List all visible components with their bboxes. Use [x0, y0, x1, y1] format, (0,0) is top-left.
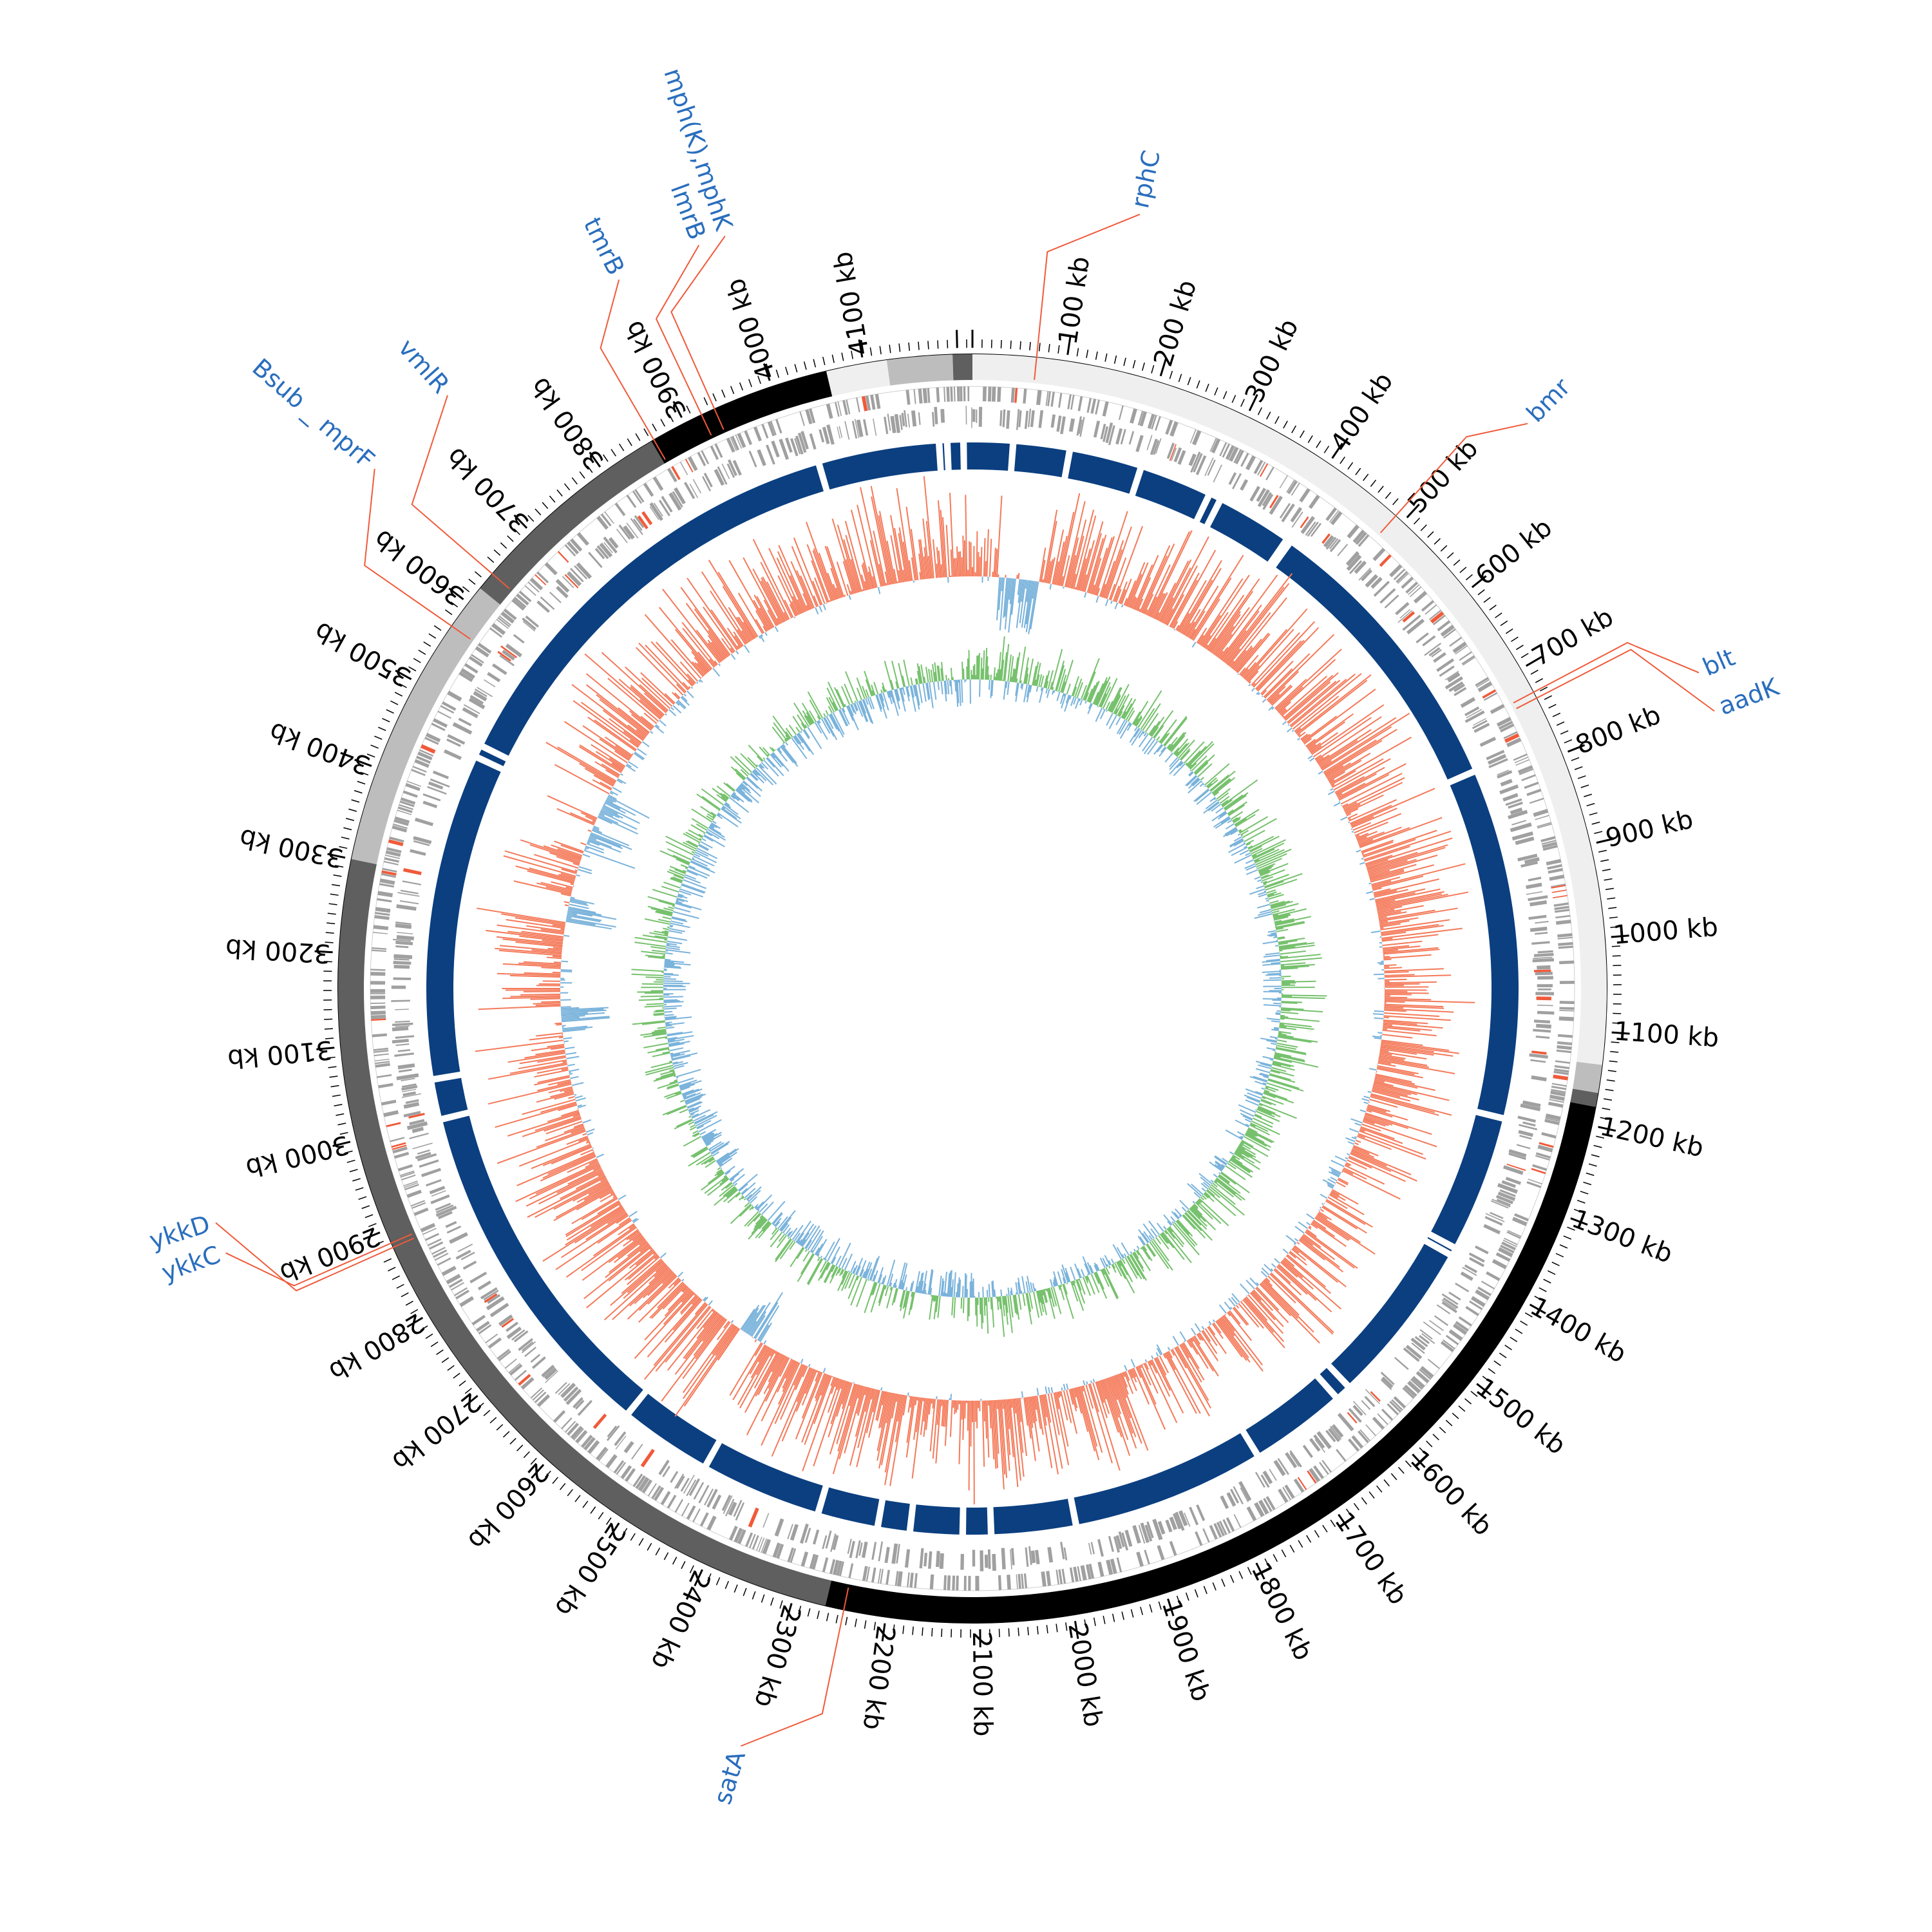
tick-label-2600: 2600 kb: [462, 1457, 554, 1555]
tick-label-700: 700 kb: [1527, 602, 1618, 672]
gene-leader-line-11: [670, 235, 726, 430]
tick-label-800: 800 kb: [1571, 700, 1665, 761]
gene-label-2: blt: [1698, 643, 1739, 681]
tick-label-400: 400 kb: [1325, 367, 1399, 457]
gene-leader-line-2: [1513, 641, 1700, 704]
contig-segment-9: [886, 354, 954, 386]
contig-segment-7: [651, 371, 833, 464]
gc-content-track: [475, 476, 1475, 1505]
gene-leader-line-10: [655, 245, 712, 436]
gene-leader-line-1: [1379, 422, 1528, 533]
tick-label-3900: 3900 kb: [619, 316, 693, 422]
tick-label-2000: 2000 kb: [1062, 1621, 1108, 1729]
tick-label-300: 300 kb: [1240, 314, 1305, 407]
tick-label-600: 600 kb: [1470, 513, 1558, 591]
gene-label-4: satA: [708, 1748, 751, 1808]
tick-label-2200: 2200 kb: [857, 1624, 900, 1732]
feature-track-inner: [391, 406, 1555, 1571]
tick-label-2500: 2500 kb: [549, 1517, 631, 1621]
tick-label-3200: 3200 kb: [225, 933, 331, 968]
gene-label-3: aadK: [1715, 672, 1783, 721]
tick-label-3000: 3000 kb: [243, 1129, 352, 1183]
tick-label-1200: 1200 kb: [1597, 1112, 1706, 1163]
tick-label-100: 100 kb: [1053, 254, 1095, 346]
gene-label-9: tmrB: [578, 213, 630, 279]
tick-label-900: 900 kb: [1603, 804, 1696, 853]
gene-label-8: vmlR: [393, 334, 455, 399]
contig-segment-5: [351, 588, 500, 865]
tick-label-3800: 3800 kb: [525, 372, 610, 474]
tick-label-3300: 3300 kb: [237, 822, 346, 873]
tick-label-1900: 1900 kb: [1156, 1596, 1217, 1705]
tick-label-4100: 4100 kb: [828, 249, 875, 358]
tick-label-3700: 3700 kb: [440, 442, 535, 538]
gene-leader-line-5: [225, 1233, 413, 1287]
cds-ring: [426, 442, 1519, 1535]
tick-label-500: 500 kb: [1402, 434, 1484, 519]
tick-label-1100: 1100 kb: [1613, 1016, 1720, 1053]
tick-label-2800: 2800 kb: [324, 1307, 430, 1387]
tick-label-2400: 2400 kb: [645, 1566, 715, 1674]
gene-label-1: bmr: [1521, 372, 1576, 428]
contig-ring: [337, 354, 1607, 1624]
tick-label-2300: 2300 kb: [748, 1602, 806, 1710]
gene-leader-line-3: [1516, 649, 1715, 712]
gene-leader-line-9: [600, 279, 666, 460]
tick-label-3600: 3600 kb: [368, 524, 469, 611]
tick-label-3100: 3100 kb: [226, 1034, 334, 1074]
tick-label-1500: 1500 kb: [1470, 1372, 1571, 1461]
contig-segment-2: [1570, 1088, 1598, 1107]
tick-label-2100: 2100 kb: [967, 1631, 998, 1737]
tick-label-1600: 1600 kb: [1404, 1445, 1497, 1542]
contig-segment-6: [480, 441, 665, 605]
feature-track-outer: [370, 386, 1575, 1591]
gene-label-7: Bsub _ mprF: [247, 353, 380, 474]
contig-segment-1: [1573, 1061, 1602, 1094]
tick-label-1400: 1400 kb: [1525, 1292, 1631, 1369]
tick-label-2900: 2900 kb: [276, 1221, 384, 1289]
tick-label-1800: 1800 kb: [1245, 1558, 1318, 1665]
gene-label-0: rphC: [1126, 147, 1166, 211]
tick-label-2700: 2700 kb: [386, 1387, 486, 1476]
tick-label-1300: 1300 kb: [1568, 1204, 1677, 1269]
tick-label-3400: 3400 kb: [265, 716, 374, 781]
tick-label-1000: 1000 kb: [1612, 913, 1719, 951]
gene-leader-line-6: [215, 1222, 415, 1292]
gene-leader-line-7: [364, 468, 471, 640]
tick-label-200: 200 kb: [1148, 277, 1202, 370]
gc-skew-track: [631, 636, 1327, 1337]
gene-leader-line-8: [411, 395, 510, 589]
gene-leader-line-4: [741, 1587, 849, 1747]
gene-leader-line-0: [1034, 213, 1141, 380]
tick-label-1700: 1700 kb: [1329, 1507, 1413, 1610]
contig-segment-10: [952, 354, 972, 381]
tick-label-3500: 3500 kb: [310, 616, 416, 692]
contig-segment-8: [826, 360, 891, 397]
tick-label-4000: 4000 kb: [721, 274, 782, 383]
position-axis: [314, 330, 1630, 1647]
